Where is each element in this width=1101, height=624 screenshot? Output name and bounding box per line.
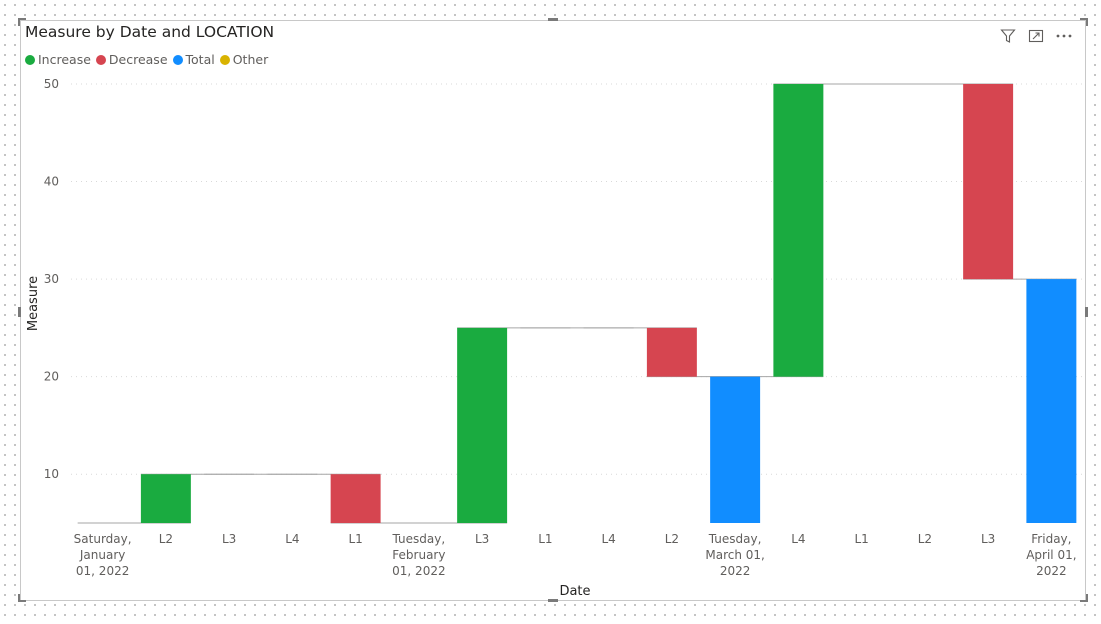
y-tick-label: 30	[44, 272, 59, 286]
more-options-icon[interactable]	[1053, 27, 1075, 45]
resize-handle-top-left-v[interactable]	[18, 18, 20, 26]
resize-handle-bottom-right-v[interactable]	[1086, 594, 1088, 602]
chart-visual[interactable]: Measure by Date and LOCATION Increase De…	[20, 20, 1086, 601]
waterfall-chart: 10 20 30 40 50 Measure Saturday, January 01, 202…	[26, 77, 1083, 599]
focus-mode-icon[interactable]	[1025, 27, 1047, 45]
resize-handle-right[interactable]	[1085, 307, 1088, 317]
visual-header-icons	[991, 27, 1075, 45]
legend-label-increase: Increase	[38, 52, 91, 67]
x-tick-label: L4	[791, 532, 805, 546]
y-tick-label: 10	[44, 467, 59, 481]
resize-handle-top-right[interactable]	[1080, 18, 1088, 20]
x-tick-label: L1	[854, 532, 868, 546]
legend-label-decrease: Decrease	[108, 52, 168, 67]
legend-dot-increase-icon	[25, 54, 35, 65]
y-tick-label: 50	[44, 77, 59, 91]
legend-item-increase[interactable]: Increase	[25, 52, 91, 67]
x-axis-title: Date	[559, 584, 590, 599]
legend-dot-total-icon	[172, 54, 183, 65]
chart-title: Measure by Date and LOCATION	[25, 23, 275, 41]
resize-handle-left[interactable]	[18, 307, 21, 317]
y-tick-label: 20	[44, 370, 59, 384]
resize-handle-bottom-right[interactable]	[1080, 600, 1088, 602]
x-tick-label: L3	[222, 532, 236, 546]
resize-handle-bottom-left-v[interactable]	[18, 594, 20, 602]
bar-total[interactable]	[710, 376, 761, 523]
bar-decrease[interactable]	[330, 474, 381, 523]
x-tick-label: Tuesday, March 01, 2022	[705, 532, 764, 578]
y-tick-label: 40	[44, 175, 59, 189]
x-tick-label: L2	[918, 532, 932, 546]
x-tick-label: L1	[538, 532, 552, 546]
resize-handle-top-left[interactable]	[18, 18, 26, 20]
x-tick-label: L4	[285, 532, 299, 546]
x-tick-label: L2	[159, 532, 173, 546]
resize-handle-bottom-left[interactable]	[18, 600, 26, 602]
resize-handle-top[interactable]	[548, 18, 558, 21]
resize-handle-top-right-v[interactable]	[1086, 18, 1088, 26]
legend-item-total[interactable]: Total	[172, 52, 215, 67]
bar-increase[interactable]	[140, 474, 191, 523]
x-tick-label: L2	[665, 532, 679, 546]
x-tick-label: L4	[601, 532, 615, 546]
legend-dot-decrease-icon	[95, 54, 106, 65]
x-tick-label: L1	[348, 532, 362, 546]
bar-decrease[interactable]	[646, 327, 697, 377]
filter-icon[interactable]	[997, 27, 1019, 45]
bar-decrease[interactable]	[963, 84, 1014, 280]
x-tick-label: Saturday, January 01, 2022	[74, 532, 132, 578]
legend-label-total: Total	[185, 52, 215, 67]
legend-dot-other-icon	[219, 54, 230, 65]
legend-item-other[interactable]: Other	[219, 52, 269, 67]
legend-label-other: Other	[232, 52, 269, 67]
y-axis-title: Measure	[26, 276, 41, 331]
legend: Increase Decrease Total Other	[25, 52, 273, 67]
x-tick-label: L3	[981, 532, 995, 546]
bar-increase[interactable]	[773, 84, 824, 377]
resize-handle-bottom[interactable]	[548, 599, 558, 602]
bar-increase[interactable]	[457, 327, 508, 523]
x-tick-label: Friday, April 01, 2022	[1026, 532, 1076, 578]
legend-item-decrease[interactable]: Decrease	[95, 52, 168, 67]
x-tick-label: Tuesday, February 01, 2022	[392, 532, 446, 578]
bar-total[interactable]	[1026, 279, 1077, 523]
x-tick-label: L3	[475, 532, 489, 546]
